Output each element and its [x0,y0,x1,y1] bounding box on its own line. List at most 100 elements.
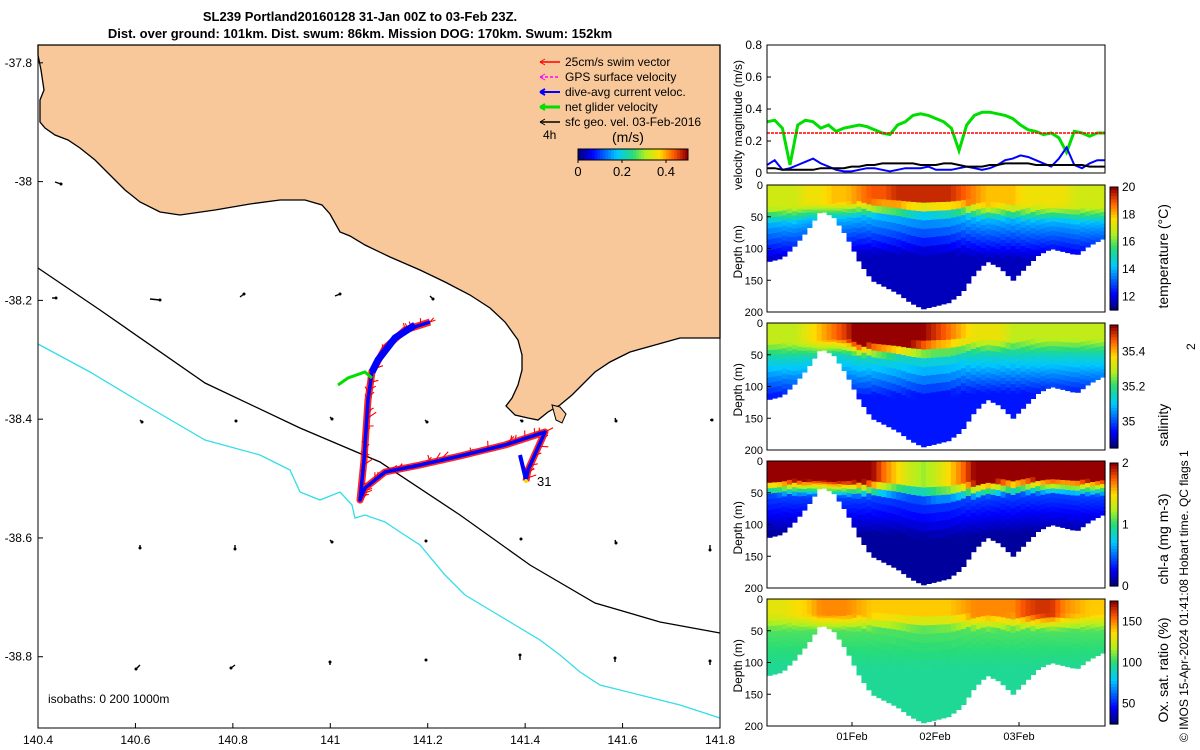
section-cell [1080,370,1086,375]
section-cell [996,399,1002,405]
section-cell [802,327,808,331]
section-cell [971,388,977,395]
section-cell [936,650,942,659]
section-cell [1060,504,1066,509]
section-cell [996,617,1002,623]
section-cell [866,526,872,533]
section-cell [1040,647,1046,652]
section-cell [1050,332,1056,337]
section-cell [797,607,803,612]
section-cell [782,522,788,528]
section-cell [956,370,962,379]
section-cell [966,676,972,684]
section-cell [876,277,882,285]
section-cell [881,686,887,694]
section-cell [807,602,813,606]
section-cell [1065,323,1071,328]
section-cell [1011,267,1017,274]
section-cell [896,201,902,209]
section-cell [1026,633,1032,639]
section-cell [852,599,858,604]
section-cell [782,323,788,329]
section-cell [921,523,927,532]
section-cell [986,207,992,213]
section-cell [956,426,962,435]
section-cell [792,185,798,190]
section-cell [921,367,927,376]
section-cell [986,361,992,367]
section-cell [1055,351,1061,356]
section-cell [1016,638,1022,645]
section-cell [911,710,917,719]
section-cell [1065,224,1071,229]
section-cell [1011,246,1017,253]
section-cell [787,323,793,328]
velocity-y-tick-label: 0.2 [745,134,762,148]
section-cell [1006,493,1012,500]
section-cell [866,657,872,664]
section-cell [981,398,987,404]
section-cell [966,524,972,532]
section-cell [1080,199,1086,204]
section-cell [986,245,992,251]
section-cell [941,295,947,304]
section-cell [1090,599,1096,604]
section-cell [941,478,947,487]
section-cell [951,485,957,494]
section-cell [906,210,912,219]
section-cell [981,248,987,254]
section-cell [787,651,793,656]
section-cell [1055,480,1061,485]
section-cell [971,330,977,337]
section-cell [802,482,808,486]
section-cell [961,338,967,346]
section-cell [782,215,788,221]
section-cell [1095,647,1101,652]
section-cell [926,341,932,350]
section-cell [911,202,917,211]
section-cell [1065,347,1071,352]
section-cell [802,496,808,500]
geo-arrowhead [159,299,162,302]
section-cell [852,466,858,471]
section-cell [767,632,773,638]
section-cell [941,599,947,608]
section-cell [916,220,922,229]
section-cell [871,647,877,655]
section-cell [857,223,863,229]
section-cell [772,482,778,488]
section-cell [782,190,788,196]
section-cell [986,621,992,627]
section-cell [941,641,947,650]
section-cell [1030,250,1036,256]
section-cell [921,599,927,608]
section-cell [911,470,917,479]
map-x-tick-label: 140.6 [120,733,150,747]
section-cell [961,245,967,253]
section-cell [767,245,773,251]
section-cell [931,298,937,307]
section-cell [916,599,922,608]
section-cell [921,229,927,238]
section-cell [1030,664,1036,670]
section-cell [976,240,982,247]
section-cell [782,389,788,395]
section-cell [916,470,922,479]
section-cell [861,335,867,342]
section-cell [1090,231,1096,236]
section-cell [861,611,867,618]
section-cell [1006,480,1012,487]
section-cell [1075,649,1081,655]
section-cell [926,367,932,376]
section-cell [1016,618,1022,625]
section-cell [946,365,952,374]
section-cell [866,532,872,539]
section-cell [1030,382,1036,388]
section-cell [772,228,778,234]
section-cell [787,494,793,499]
section-cell [911,642,917,651]
section-cell [1030,190,1036,196]
section-cell [936,271,942,280]
section-cell [911,563,917,572]
section-cell [1085,207,1091,212]
